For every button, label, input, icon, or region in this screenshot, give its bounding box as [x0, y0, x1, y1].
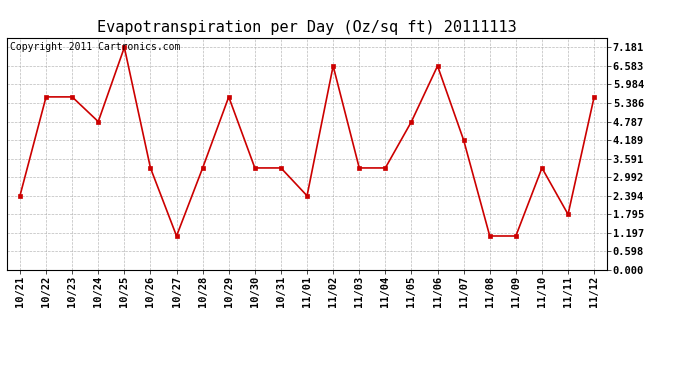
Title: Evapotranspiration per Day (Oz/sq ft) 20111113: Evapotranspiration per Day (Oz/sq ft) 20…	[97, 20, 517, 35]
Text: Copyright 2011 Cartronics.com: Copyright 2011 Cartronics.com	[10, 42, 180, 52]
